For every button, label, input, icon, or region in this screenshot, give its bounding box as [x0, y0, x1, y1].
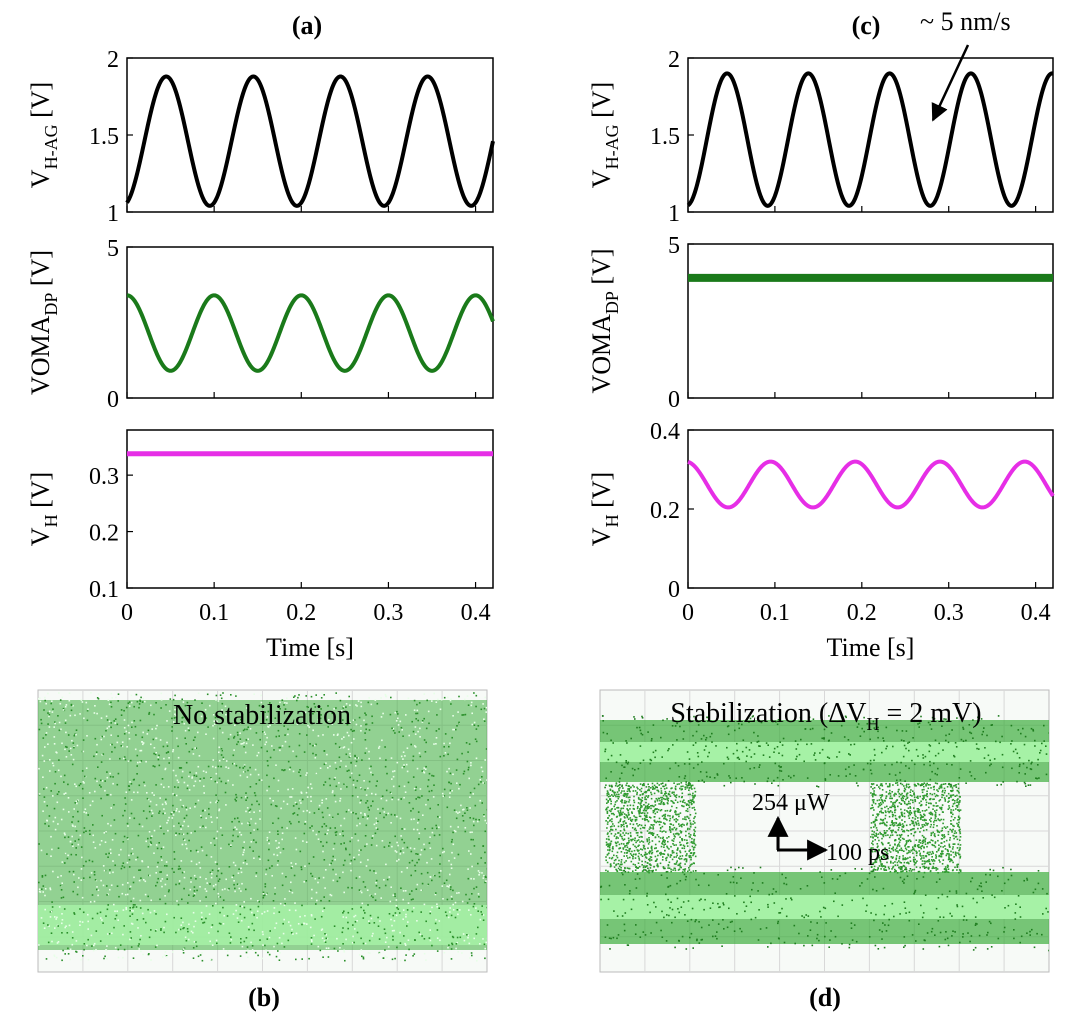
chart-a-mid: 0 5 VOMADP [V]	[26, 236, 495, 413]
x-tick-label: 0.3	[373, 600, 403, 626]
y-axis-label: VOMADP [V]	[587, 248, 622, 393]
x-tick-label: 0.4	[461, 600, 491, 626]
y-axis-label: VH [V]	[26, 472, 61, 546]
x-axis-label: Time [s]	[266, 633, 354, 662]
y-tick-label: 0	[668, 577, 680, 603]
series-line	[686, 459, 1055, 510]
rate-annotation: ~ 5 nm/s	[920, 7, 1011, 36]
x-tick-label: 0.2	[847, 600, 877, 626]
axes-frame	[126, 429, 494, 589]
y-tick-label: 2	[668, 47, 680, 73]
series-line	[686, 71, 1055, 208]
y-axis-label: VH [V]	[587, 472, 622, 546]
x-tick-label: 0.2	[286, 600, 316, 626]
panel-label-a: (a)	[292, 11, 322, 40]
chart-c-top: 1 1.5 2 VH-AG [V]	[587, 47, 1055, 227]
eye-diagram-d: Stabilization (ΔVH = 2 mV) 254 μW 100 ps	[599, 689, 1050, 973]
y-tick-label: 1.5	[89, 124, 119, 150]
chart-c-mid: 0 5 VOMADP [V]	[587, 233, 1057, 413]
x-tick-label: 0.1	[199, 600, 229, 626]
power-scale-label: 254 μW	[752, 790, 830, 816]
axes-frame	[126, 246, 494, 399]
eye-diagram-b: No stabilization	[37, 689, 488, 973]
y-tick-label: 0.2	[650, 498, 680, 524]
axes-frame	[687, 429, 1054, 589]
x-tick-label: 0.3	[934, 600, 964, 626]
x-axis-label: Time [s]	[827, 633, 915, 662]
y-tick-label: 5	[668, 233, 680, 259]
eye-d-title: Stabilization (ΔVH = 2 mV)	[670, 698, 981, 734]
panel-label-b: (b)	[248, 983, 280, 1012]
chart-a-top: 1 1.5 2 VH-AG [V]	[26, 47, 495, 227]
axes-frame	[687, 243, 1054, 399]
eye-b-samples	[38, 692, 487, 962]
y-axis-label: VH-AG [V]	[587, 82, 622, 188]
panel-label-d: (d)	[809, 983, 841, 1012]
panel-label-c: (c)	[852, 11, 881, 40]
y-tick-label: 1	[107, 201, 119, 227]
time-scale-label: 100 ps	[826, 840, 889, 866]
y-tick-label: 0.2	[89, 521, 119, 547]
x-tick-label: 0.1	[760, 600, 790, 626]
series-line	[125, 293, 495, 373]
eye-b-title: No stabilization	[173, 700, 351, 731]
y-tick-label: 0	[107, 387, 119, 413]
y-tick-label: 1	[668, 201, 680, 227]
x-tick-label: 0	[682, 600, 694, 626]
y-tick-label: 0.1	[89, 577, 119, 603]
eye-d-samples	[600, 715, 1049, 952]
x-tick-label: 0.4	[1021, 600, 1051, 626]
y-tick-label: 1.5	[650, 124, 680, 150]
series-line	[125, 74, 495, 208]
axes-frame	[126, 57, 494, 213]
chart-c-bot: 0 0.2 0.4 0 0.1 0.2 0.3 0.4 Time [s] VH [V]	[587, 419, 1055, 662]
y-tick-label: 2	[107, 47, 119, 73]
y-tick-label: 0.3	[89, 464, 119, 490]
y-tick-label: 0.4	[650, 419, 680, 445]
y-axis-label: VH-AG [V]	[26, 82, 61, 188]
x-tick-label: 0	[121, 600, 133, 626]
y-tick-label: 0	[668, 387, 680, 413]
y-tick-label: 5	[107, 236, 119, 262]
y-axis-label: VOMADP [V]	[26, 250, 61, 395]
